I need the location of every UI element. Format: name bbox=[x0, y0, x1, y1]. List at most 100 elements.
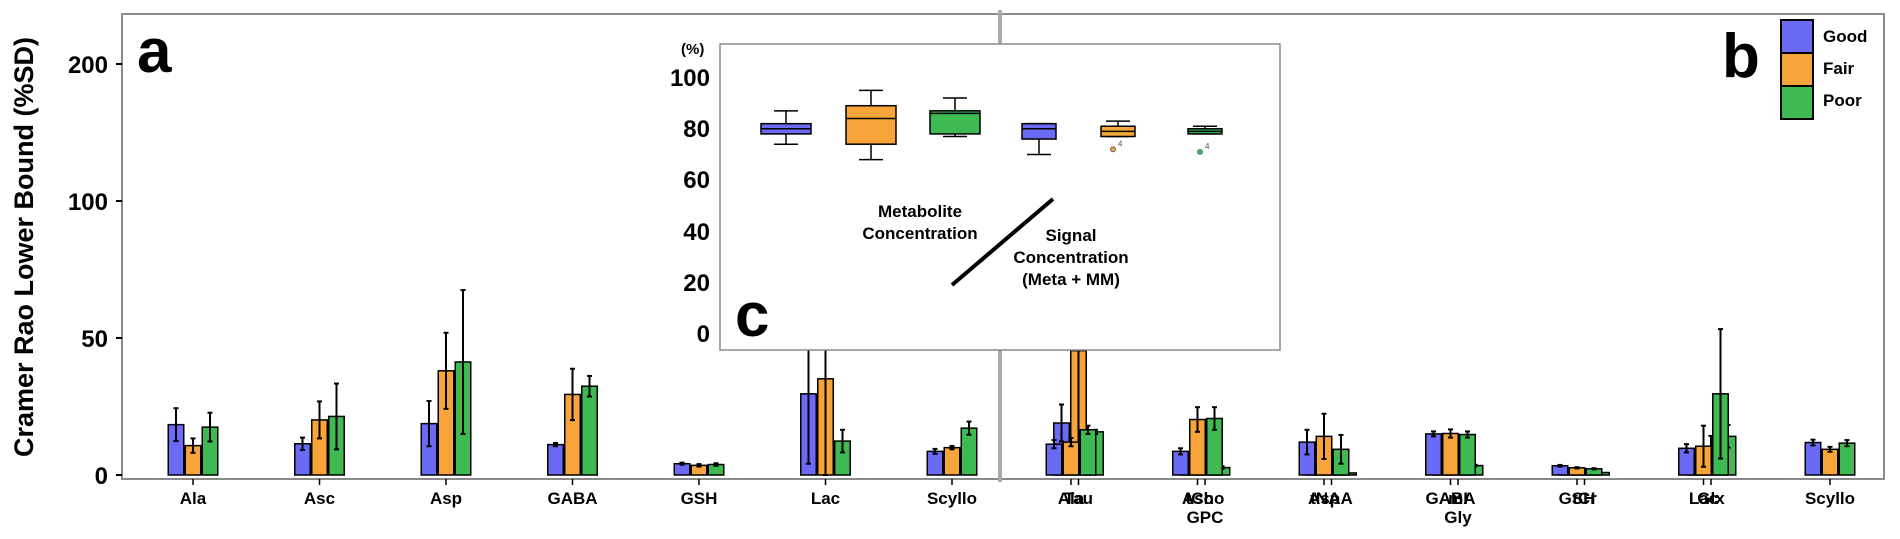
x-tick-label-a: GPC bbox=[1187, 508, 1224, 527]
bar-d-fair-scyllo bbox=[1821, 448, 1839, 476]
error-bar-a-poor-ala bbox=[207, 411, 213, 443]
y-tick-label: 50 bbox=[81, 326, 108, 353]
legend-swatch-good bbox=[1780, 19, 1814, 54]
bar-d-good-gaba bbox=[1425, 433, 1442, 476]
bar-a-good-gaba bbox=[547, 443, 564, 476]
error-bar-d-poor-asp bbox=[1338, 433, 1344, 465]
boxplot-metabolite-good bbox=[760, 110, 812, 145]
x-tick-label-d: Scyllo bbox=[1805, 489, 1855, 508]
legend-swatch-fair bbox=[1780, 52, 1814, 87]
bar-a-poor-gaba bbox=[581, 385, 598, 476]
annotation-signal: Signal bbox=[1045, 226, 1096, 245]
legend-label-poor: Poor bbox=[1823, 91, 1862, 110]
error-bar-d-fair-scyllo bbox=[1827, 445, 1833, 453]
category-labels-panel-d: AlaAscAspGABAGSHLacScylloTautChoGPCtNAAm… bbox=[1058, 479, 1855, 508]
separator-slash bbox=[950, 197, 1055, 287]
x-tick-label-a: tCho bbox=[1186, 489, 1225, 508]
bar-d-poor-scyllo bbox=[1838, 442, 1856, 476]
inset-y-tick-label: 80 bbox=[683, 116, 710, 143]
bar-a-fair-scyllo bbox=[943, 446, 961, 476]
annotation-concentration: Concentration bbox=[862, 224, 977, 243]
annotation-metabolite: Metabolite bbox=[878, 202, 962, 221]
x-tick-label-d: GABA bbox=[1425, 489, 1475, 508]
x-tick-label-d: Asc bbox=[1182, 489, 1213, 508]
y-tick-label: 100 bbox=[68, 189, 108, 216]
x-tick-label-a: Glx bbox=[1697, 489, 1725, 508]
y-axis: 0 50 100 200 bbox=[68, 52, 122, 490]
error-bar-a-good-gaba bbox=[553, 441, 558, 448]
outlier-label: 4 bbox=[1205, 142, 1210, 151]
x-tick-label-a: GABA bbox=[547, 489, 597, 508]
error-bar-d-fair-asc bbox=[1195, 406, 1200, 433]
bars-panel-d bbox=[1045, 328, 1856, 476]
boxplot-signal-poor: 4 bbox=[1187, 125, 1223, 155]
error-bar-a-poor-gaba bbox=[587, 374, 592, 398]
x-tick-label-a: tNAA bbox=[1310, 489, 1353, 508]
bar-d-poor-ala bbox=[1079, 429, 1097, 476]
y-tick-label: 200 bbox=[68, 52, 108, 79]
error-bar-a-poor-scyllo bbox=[966, 420, 972, 436]
error-bar-d-good-ala bbox=[1051, 439, 1057, 450]
error-bar-d-poor-gsh bbox=[1591, 467, 1597, 471]
x-tick-label-d: Ala bbox=[1058, 489, 1085, 508]
inset-y-tick-label: 0 bbox=[697, 321, 710, 348]
error-bar-a-fair-gaba bbox=[570, 367, 575, 422]
error-bar-d-good-scyllo bbox=[1810, 438, 1816, 447]
x-tick-label-a: GSH bbox=[681, 489, 718, 508]
x-tick-label-a: Asc bbox=[304, 489, 335, 508]
bar-d-good-scyllo bbox=[1804, 441, 1822, 476]
error-bar-d-good-gaba bbox=[1431, 430, 1436, 438]
x-tick-label-a: Lac bbox=[811, 489, 840, 508]
error-bar-d-poor-lac bbox=[1718, 328, 1723, 460]
panel-label-b: b bbox=[1722, 22, 1760, 91]
error-bar-d-good-asp bbox=[1304, 428, 1310, 456]
error-bar-a-good-asc bbox=[300, 436, 305, 451]
boxplot-signal-good bbox=[1021, 122, 1057, 156]
x-tick-label-a: Scyllo bbox=[927, 489, 977, 508]
panel-label-a: a bbox=[137, 17, 172, 86]
panel-label-c: c bbox=[735, 281, 769, 350]
error-bar-d-fair-gsh bbox=[1574, 466, 1580, 470]
x-tick-label-a: Tau bbox=[1064, 489, 1093, 508]
error-bar-a-fair-scyllo bbox=[949, 445, 955, 451]
boxplot-signal-fair: 4 bbox=[1100, 120, 1136, 153]
error-bar-a-poor-lac bbox=[840, 428, 845, 454]
x-tick-label-a: Ala bbox=[180, 489, 207, 508]
error-bar-d-fair-gaba bbox=[1448, 428, 1453, 439]
error-bar-a-fair-asc bbox=[317, 400, 322, 440]
y-axis-label: Cramer Rao Lower Bound (%SD) bbox=[9, 37, 39, 457]
inset-y-tick-label: 100 bbox=[670, 65, 710, 92]
inset-y-tick-label: 40 bbox=[683, 219, 710, 246]
error-bar-a-fair-ala bbox=[190, 437, 196, 454]
inset-y-tick-label: 20 bbox=[683, 270, 710, 297]
error-bar-d-fair-lac bbox=[1701, 424, 1706, 468]
error-bar-a-good-gsh bbox=[679, 461, 685, 466]
annotation-meta-mm: (Meta + MM) bbox=[1022, 270, 1120, 289]
boxplot-metabolite-poor bbox=[929, 97, 981, 138]
annotation-signal-concentration: Concentration bbox=[1013, 248, 1128, 267]
legend-swatch-poor bbox=[1780, 85, 1814, 120]
inset-unit-label: (%) bbox=[681, 41, 704, 58]
x-tick-label-a: mI bbox=[1448, 489, 1468, 508]
error-bar-a-fair-asp bbox=[443, 331, 449, 410]
x-tick-label-a: tCr bbox=[1572, 489, 1597, 508]
inset-frame bbox=[719, 43, 1281, 351]
error-bar-a-good-scyllo bbox=[932, 447, 938, 455]
bar-a-good-scyllo bbox=[926, 450, 944, 476]
error-bar-d-poor-asc bbox=[1212, 406, 1217, 431]
error-bar-a-poor-gsh bbox=[713, 462, 719, 467]
error-bar-a-good-asp bbox=[426, 400, 432, 448]
legend-label-fair: Fair bbox=[1823, 59, 1855, 78]
bar-d-fair-gaba bbox=[1442, 432, 1459, 476]
error-bar-d-poor-gaba bbox=[1465, 430, 1470, 439]
box-iqr bbox=[1021, 122, 1057, 140]
error-bar-a-poor-asc bbox=[334, 382, 339, 451]
x-tick-label-d: Asp bbox=[1308, 489, 1340, 508]
error-bar-d-good-lac bbox=[1684, 443, 1689, 454]
error-bar-d-good-gsh bbox=[1557, 463, 1563, 468]
error-bar-a-good-ala bbox=[173, 407, 179, 443]
